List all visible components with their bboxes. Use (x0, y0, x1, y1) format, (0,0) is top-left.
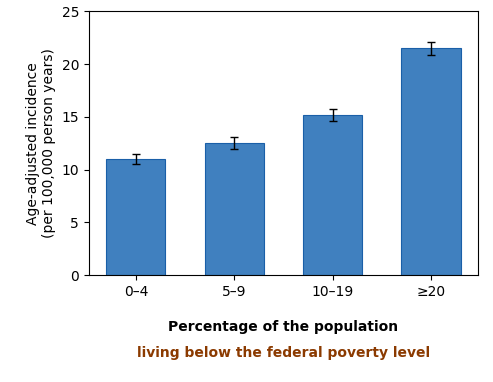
Text: living below the federal poverty level: living below the federal poverty level (137, 346, 430, 360)
Y-axis label: Age-adjusted incidence
(per 100,000 person years): Age-adjusted incidence (per 100,000 pers… (26, 48, 56, 238)
Bar (401, 49, 460, 275)
Bar (106, 159, 166, 275)
Bar (205, 143, 264, 275)
Bar (303, 115, 362, 275)
Text: Percentage of the population: Percentage of the population (169, 320, 398, 334)
